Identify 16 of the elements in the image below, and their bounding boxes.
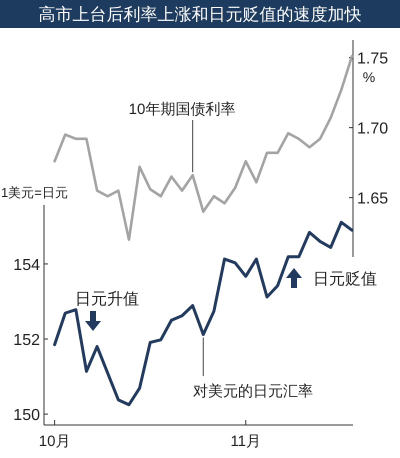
y-tick-label: 150 xyxy=(13,407,40,424)
y-tick-label: 154 xyxy=(13,256,40,274)
annotation: 日元升值 xyxy=(75,290,139,308)
y-axis-title: 1美元=日元 xyxy=(1,185,68,200)
text: 对美元的日元汇率 xyxy=(193,383,313,400)
annotation: 日元贬值 xyxy=(313,270,377,288)
x-tick-label: 10月 xyxy=(38,433,70,450)
y-tick-label: 1.65 xyxy=(357,190,388,208)
chart-title: 高市上台后利率上涨和日元贬值的速度加快 xyxy=(38,5,362,24)
text: % xyxy=(362,69,376,85)
y-tick-label: 1.70 xyxy=(357,120,388,138)
x-tick-label: 11月 xyxy=(230,433,262,450)
y-tick-label: 152 xyxy=(13,332,40,350)
line-series xyxy=(53,54,354,241)
text: 10年期国债利率 xyxy=(128,101,236,118)
y-tick-label: 1.75 xyxy=(357,50,388,68)
